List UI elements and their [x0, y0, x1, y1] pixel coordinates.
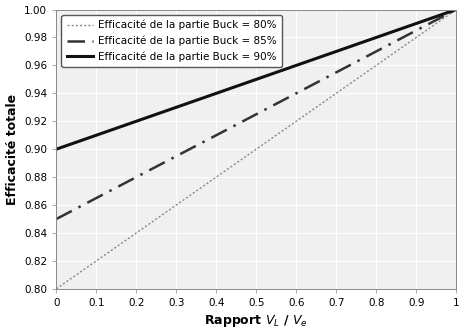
- Efficacité de la partie Buck = 85%: [292, 92, 297, 96]
- Efficacité de la partie Buck = 80%: [444, 14, 449, 18]
- Line: Efficacité de la partie Buck = 80%: Efficacité de la partie Buck = 80%: [56, 10, 456, 289]
- Efficacité de la partie Buck = 80%: [381, 58, 387, 62]
- Efficacité de la partie Buck = 85%: [246, 116, 252, 120]
- Efficacité de la partie Buck = 85%: [270, 104, 275, 108]
- Line: Efficacité de la partie Buck = 90%: Efficacité de la partie Buck = 90%: [56, 10, 456, 149]
- Efficacité de la partie Buck = 90%: [53, 147, 59, 151]
- Efficacité de la partie Buck = 90%: [246, 80, 252, 84]
- Efficacité de la partie Buck = 80%: [270, 136, 275, 140]
- Efficacité de la partie Buck = 85%: [243, 118, 249, 122]
- Efficacité de la partie Buck = 90%: [381, 33, 387, 37]
- Efficacité de la partie Buck = 85%: [444, 13, 449, 17]
- Efficacité de la partie Buck = 80%: [53, 287, 59, 291]
- Efficacité de la partie Buck = 80%: [453, 8, 459, 12]
- Efficacité de la partie Buck = 90%: [292, 64, 297, 68]
- Efficacité de la partie Buck = 85%: [381, 45, 387, 49]
- Efficacité de la partie Buck = 80%: [246, 152, 252, 156]
- Efficacité de la partie Buck = 85%: [453, 8, 459, 12]
- Efficacité de la partie Buck = 80%: [292, 121, 297, 125]
- Legend: Efficacité de la partie Buck = 80%, Efficacité de la partie Buck = 85%, Efficaci: Efficacité de la partie Buck = 80%, Effi…: [61, 15, 282, 67]
- Efficacité de la partie Buck = 80%: [243, 154, 249, 158]
- Efficacité de la partie Buck = 90%: [453, 8, 459, 12]
- Efficacité de la partie Buck = 90%: [444, 11, 449, 15]
- Efficacité de la partie Buck = 85%: [53, 217, 59, 221]
- X-axis label: Rapport $V_L$ / $V_e$: Rapport $V_L$ / $V_e$: [205, 314, 308, 329]
- Line: Efficacité de la partie Buck = 85%: Efficacité de la partie Buck = 85%: [56, 10, 456, 219]
- Efficacité de la partie Buck = 90%: [243, 81, 249, 85]
- Y-axis label: Efficacité totale: Efficacité totale: [6, 94, 19, 205]
- Efficacité de la partie Buck = 90%: [270, 72, 275, 76]
